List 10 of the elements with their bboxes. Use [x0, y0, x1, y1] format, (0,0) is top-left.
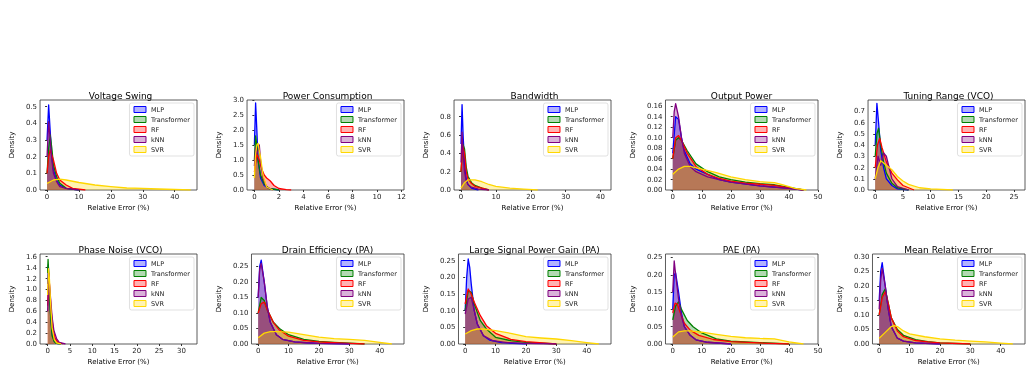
chart-title: Large Signal Power Gain (PA) — [469, 244, 600, 255]
chart-title: Phase Noise (VCO) — [78, 244, 163, 255]
chart-title: Mean Relative Error — [904, 244, 994, 255]
chart-title: PAE (PA) — [722, 244, 761, 255]
chart-title: Drain Efficiency (PA) — [281, 244, 374, 255]
chart-title: Output Power — [710, 90, 773, 101]
chart-title: Bandwidth — [510, 90, 559, 101]
chart-title: Power Consumption — [282, 90, 373, 101]
chart-title: Tuning Range (VCO) — [902, 90, 994, 101]
chart-title: Voltage Swing — [88, 90, 153, 101]
